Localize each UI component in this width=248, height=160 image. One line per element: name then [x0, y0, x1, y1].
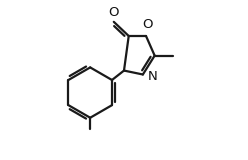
Text: O: O: [142, 18, 153, 31]
Text: N: N: [148, 70, 157, 83]
Text: O: O: [109, 6, 119, 19]
